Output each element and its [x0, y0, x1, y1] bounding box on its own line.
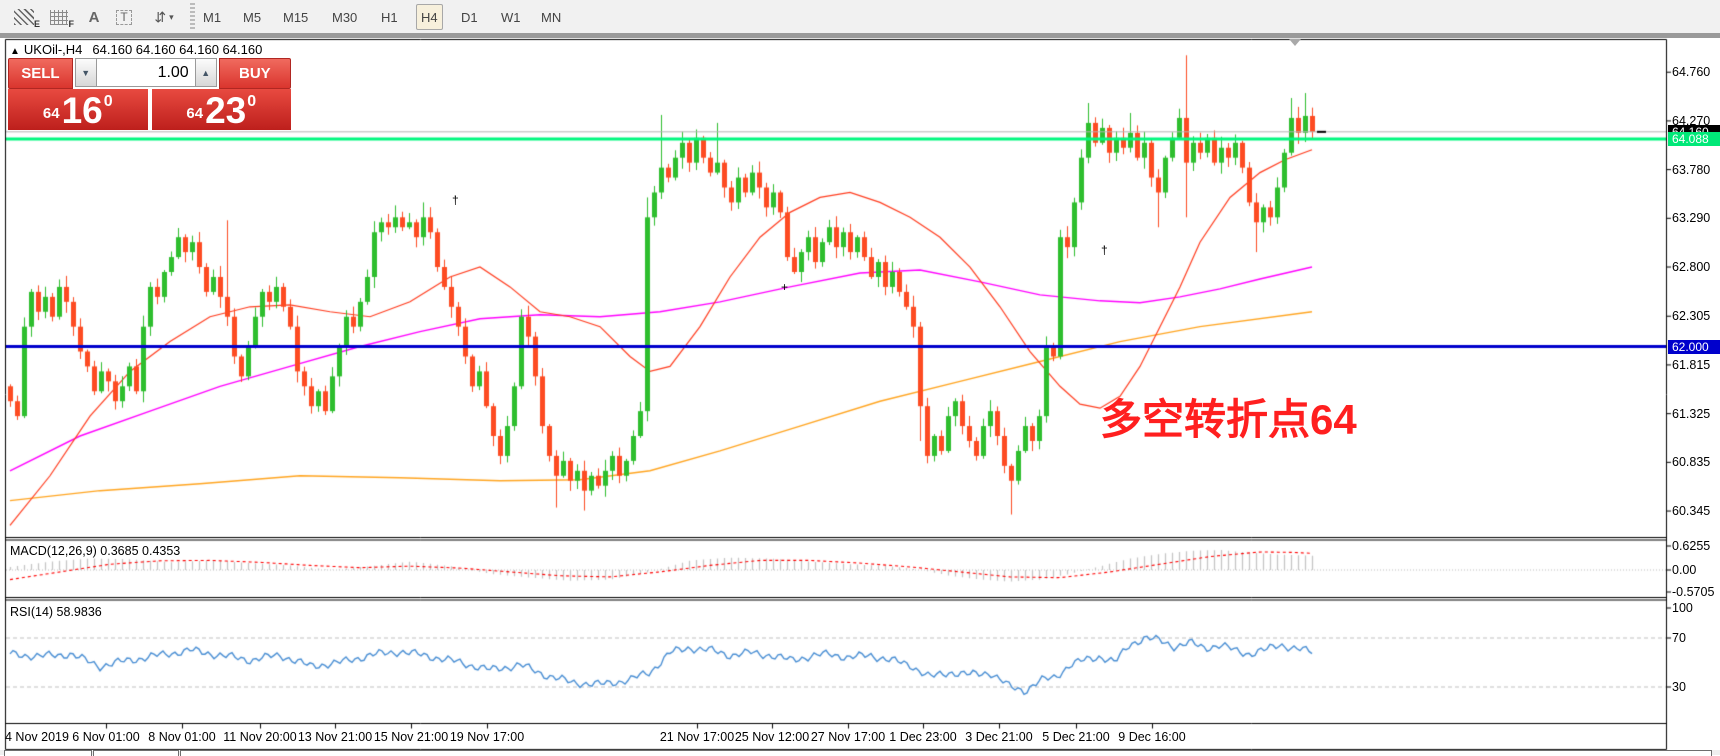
chart-object-marker: † [452, 193, 459, 207]
date-axis-label: 5 Dec 21:00 [1042, 730, 1110, 744]
rsi-indicator-label: RSI(14) 58.9836 [10, 605, 102, 619]
rsi-axis-tick: 30 [1672, 680, 1686, 694]
price-axis-tick: 60.835 [1672, 455, 1711, 470]
timeframe-button-H4[interactable]: H4 [416, 4, 443, 30]
date-axis-label: 3 Dec 21:00 [965, 730, 1033, 744]
price-axis-tick: 64.270 [1672, 113, 1711, 128]
chart-shift-marker-icon[interactable] [1289, 39, 1301, 46]
date-axis-label: 15 Nov 21:00 [373, 730, 449, 744]
fibonacci-grid-button[interactable]: F [42, 4, 76, 30]
rsi-axis-tick: 70 [1672, 631, 1686, 645]
timeframe-button-H1[interactable]: H1 [381, 9, 398, 25]
date-axis-label: 19 Nov 17:00 [449, 730, 525, 744]
chart-tab[interactable] [4, 750, 92, 756]
top-toolbar: E F A T ⇵ ▾ M1 M5 M15 M30 H1 H4 D1 W1 MN [0, 0, 1720, 34]
chevron-down-icon: ▾ [169, 11, 174, 22]
chart-object-marker: † [1101, 243, 1108, 257]
chart-window: ▲ UKOil-,H4 64.160 64.160 64.160 64.160 SE… [0, 38, 1720, 755]
timeframe-button-W1[interactable]: W1 [501, 9, 521, 25]
price-axis-tick: 62.800 [1672, 260, 1711, 275]
price-axis-tick: 64.760 [1672, 65, 1711, 80]
hline-price-tag: 62.000 [1668, 339, 1720, 354]
price-axis-tick: 61.815 [1672, 357, 1711, 372]
chart-tab[interactable] [180, 750, 1712, 756]
sell-price-fraction: 0 [103, 93, 113, 110]
timeframe-button-MN[interactable]: MN [541, 9, 562, 25]
hatch-lines-icon: E [14, 9, 40, 29]
price-axis-tick: 60.345 [1672, 504, 1711, 519]
date-axis-label: 21 Nov 17:00 [659, 730, 735, 744]
date-axis-label: 13 Nov 21:00 [297, 730, 373, 744]
chart-text-annotation: 多空转折点64 [1100, 396, 1357, 443]
price-axis-tick: 61.325 [1672, 406, 1711, 421]
arrows-icon: ⇵ [154, 8, 167, 25]
buy-price-fraction: 0 [247, 93, 257, 110]
chart-object-marker: + [781, 280, 789, 294]
macd-axis-tick: 0.00 [1672, 563, 1697, 577]
price-axis-tick: 62.305 [1672, 309, 1711, 324]
price-axis-tick: 63.780 [1672, 162, 1711, 177]
label-tool-button[interactable]: T [108, 4, 140, 30]
sell-price-base: 64 [42, 105, 60, 122]
sell-button[interactable]: SELL [8, 58, 73, 89]
rsi-axis-tick: 100 [1672, 601, 1693, 615]
timeframe-button-D1[interactable]: D1 [461, 9, 478, 25]
drawing-tools-button[interactable]: E [6, 4, 42, 30]
ohlc-values-label: 64.160 64.160 64.160 64.160 [92, 42, 263, 57]
date-axis-label: 8 Nov 01:00 [148, 730, 216, 744]
volume-increase-button[interactable]: ▲ [194, 58, 217, 87]
chart-tabs-strip [0, 750, 1720, 756]
collapse-panel-icon[interactable]: ▲ [10, 46, 20, 57]
label-t-icon: T [116, 9, 132, 25]
price-axis-tick: 63.290 [1672, 211, 1711, 226]
macd-axis-tick: -0.5705 [1672, 585, 1715, 599]
date-axis-label: 27 Nov 17:00 [810, 730, 886, 744]
buy-price-base: 64 [186, 105, 204, 122]
one-click-trading-panel: SELL ▼ ▲ BUY 64 16 0 64 23 0 [8, 58, 292, 131]
volume-input[interactable] [96, 58, 195, 87]
buy-price-tile[interactable]: 64 23 0 [151, 89, 291, 131]
sell-price-tile[interactable]: 64 16 0 [8, 89, 148, 130]
date-axis-label: 25 Nov 12:00 [734, 730, 810, 744]
chart-title: ▲ UKOil-,H4 64.160 64.160 64.160 64.160 [10, 42, 262, 57]
timeframe-button-M30[interactable]: M30 [332, 9, 358, 25]
buy-price-pips: 23 [205, 90, 247, 131]
symbol-period-label: UKOil-,H4 [23, 42, 83, 57]
date-axis-label: 6 Nov 01:00 [72, 730, 140, 744]
timeframe-button-M5[interactable]: M5 [243, 9, 262, 25]
timeframe-button-M1[interactable]: M1 [203, 9, 222, 25]
date-axis-label: 11 Nov 20:00 [223, 730, 297, 744]
hline-price-tag: 64.088 [1668, 132, 1720, 146]
grid-icon: F [50, 9, 74, 29]
date-axis-label: 4 Nov 2019 [5, 730, 69, 744]
macd-indicator-label: MACD(12,26,9) 0.3685 0.4353 [10, 544, 181, 558]
arrows-dropdown-button[interactable]: ⇵ ▾ [142, 4, 186, 30]
date-axis-label: 9 Dec 16:00 [1118, 730, 1186, 744]
text-a-icon: A [88, 8, 100, 26]
buy-button[interactable]: BUY [218, 58, 292, 89]
macd-axis-tick: 0.6255 [1672, 539, 1711, 553]
price-chart-canvas[interactable] [0, 38, 1720, 755]
hatch-sub-label: E [33, 19, 40, 29]
timeframe-button-M15[interactable]: M15 [283, 9, 309, 25]
chart-tab[interactable] [93, 750, 179, 756]
toolbar-bottom-band [0, 33, 1720, 38]
sell-price-pips: 16 [61, 90, 103, 131]
date-axis-label: 1 Dec 23:00 [889, 730, 957, 744]
toolbar-separator [190, 3, 195, 29]
volume-decrease-button[interactable]: ▼ [74, 58, 97, 87]
grid-sub-label: F [68, 18, 75, 29]
text-tool-button[interactable]: A [80, 4, 108, 30]
